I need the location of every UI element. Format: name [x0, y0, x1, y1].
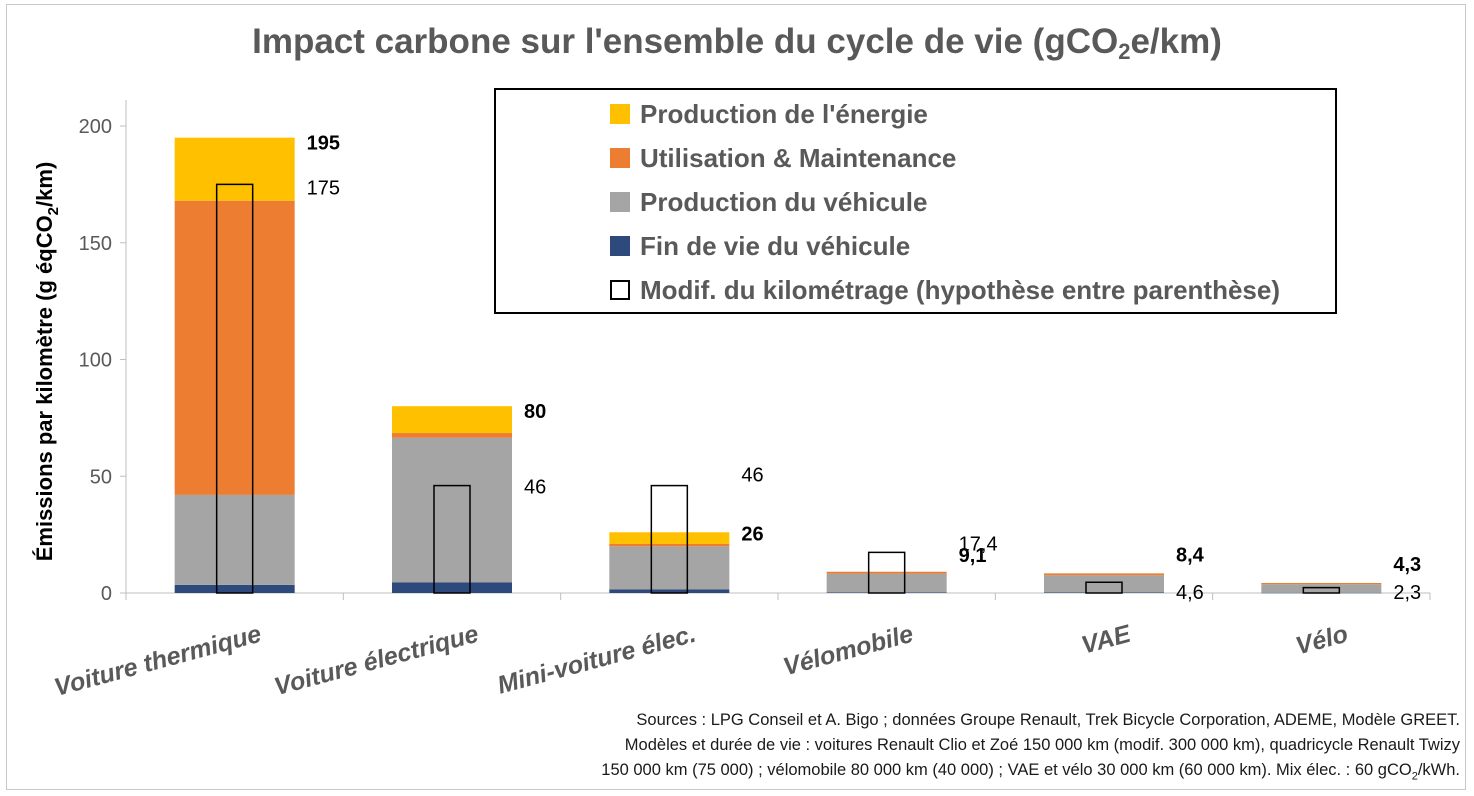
- bar-segment-usage: [1044, 573, 1164, 576]
- bar-segment-energy: [392, 406, 512, 434]
- mileage-change-box: [1085, 581, 1123, 594]
- modified-value-label: 4,6: [1176, 582, 1204, 604]
- legend-label-usage: Utilisation & Maintenance: [640, 142, 957, 173]
- legend-label-vehicle-production: Production du véhicule: [640, 186, 928, 217]
- bar-segment-energy: [609, 532, 730, 544]
- modified-value-label: 2,3: [1393, 582, 1421, 604]
- modified-value-label: 46: [524, 477, 546, 499]
- y-tick-label: 150: [79, 233, 112, 255]
- sources-line-2: Modèles et durée de vie : voitures Renau…: [624, 736, 1460, 754]
- bar-segment-vehicle-production: [609, 546, 730, 590]
- y-tick-label: 100: [79, 350, 112, 372]
- bar-segment-usage: [1261, 582, 1382, 585]
- total-value-label: 80: [524, 401, 546, 423]
- bar-segment-end-of-life: [174, 584, 295, 593]
- legend-item-vehicle-production: Production du véhicule: [610, 186, 927, 218]
- bar-segment-usage: [826, 571, 947, 574]
- legend-item-end-of-life: Fin de vie du véhicule: [610, 230, 910, 262]
- bar-segment-vehicle-production: [826, 573, 947, 593]
- mileage-change-box: [215, 183, 254, 594]
- total-value-label: 8,4: [1176, 544, 1205, 566]
- y-tick-label: 200: [79, 116, 112, 138]
- bar-segment-usage: [174, 200, 295, 495]
- total-value-label: 9,1: [959, 545, 987, 567]
- category-label: Vélo: [1293, 620, 1351, 661]
- total-value-label: 195: [307, 133, 340, 155]
- legend-item-mileage-change: Modif. du kilométrage (hypothèse entre p…: [610, 274, 1280, 306]
- mileage-change-box: [1302, 586, 1341, 594]
- modified-value-label: 17,4: [959, 533, 998, 555]
- sources-note: Sources : LPG Conseil et A. Bigo ; donné…: [360, 708, 1460, 789]
- legend-swatch-end-of-life: [610, 236, 630, 256]
- legend-swatch-mileage-change: [610, 280, 630, 300]
- category-label: Voiture électrique: [271, 620, 481, 701]
- bar-segment-vehicle-production: [1044, 575, 1164, 593]
- bar-segment-usage: [609, 543, 730, 547]
- category-label: VAE: [1078, 619, 1134, 659]
- category-label: Mini-voiture élec.: [494, 620, 699, 700]
- category-label: Vélomobile: [780, 620, 916, 682]
- legend: Production de l'énergie Utilisation & Ma…: [494, 88, 1337, 314]
- mileage-change-box: [650, 484, 689, 594]
- legend-swatch-usage: [610, 148, 630, 168]
- total-value-label: 26: [741, 523, 763, 545]
- modified-value-label: 46: [741, 465, 763, 487]
- legend-item-energy: Production de l'énergie: [610, 98, 928, 130]
- bar-segment-usage: [392, 433, 512, 438]
- total-value-label: 4,3: [1393, 554, 1421, 576]
- sources-line-1: Sources : LPG Conseil et A. Bigo ; donné…: [636, 711, 1460, 729]
- legend-swatch-vehicle-production: [610, 192, 630, 212]
- bar-segment-end-of-life: [392, 582, 512, 593]
- y-axis-title: Émissions par kilomètre (g éqCO2/km): [32, 162, 62, 562]
- modified-value-label: 175: [307, 177, 340, 199]
- y-tick-label: 0: [101, 583, 112, 605]
- category-label: Voiture thermique: [51, 620, 264, 702]
- y-tick-label: 50: [90, 466, 112, 488]
- bar-segment-vehicle-production: [174, 494, 295, 585]
- bar-segment-vehicle-production: [392, 437, 512, 583]
- bar-segment-vehicle-production: [1261, 584, 1382, 593]
- bar-segment-end-of-life: [609, 589, 730, 593]
- chart-title: Impact carbone sur l'ensemble du cycle d…: [252, 22, 1222, 64]
- sources-line-3: 150 000 km (75 000) ; vélomobile 80 000 …: [601, 761, 1460, 783]
- legend-item-usage: Utilisation & Maintenance: [610, 142, 956, 174]
- legend-label-energy: Production de l'énergie: [640, 98, 928, 129]
- mileage-change-box: [867, 551, 906, 594]
- legend-label-end-of-life: Fin de vie du véhicule: [640, 230, 911, 261]
- legend-swatch-energy: [610, 104, 630, 124]
- legend-label-mileage-change: Modif. du kilométrage (hypothèse entre p…: [640, 274, 1280, 305]
- bar-segment-energy: [174, 137, 295, 201]
- mileage-change-box: [433, 484, 471, 594]
